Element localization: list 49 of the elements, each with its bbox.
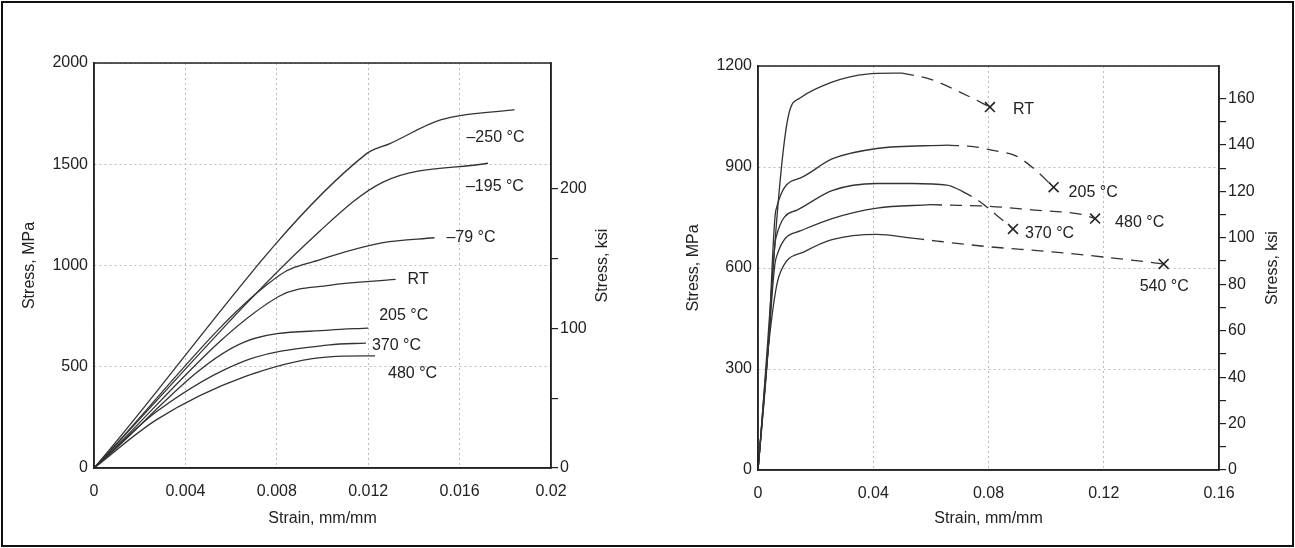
y-axis-title: Stress, MPa xyxy=(20,221,38,310)
series-label: –250 °C xyxy=(466,127,525,145)
y2-tick-label: 60 xyxy=(1228,321,1246,339)
y2-tick-label: 0 xyxy=(1228,460,1237,478)
y2-tick-label: 100 xyxy=(1228,228,1255,246)
y-tick-label: 1000 xyxy=(52,255,89,273)
series-label: RT xyxy=(1012,100,1035,118)
y-tick-label: 1200 xyxy=(716,56,753,74)
y2-axis-title: Stress, ksi xyxy=(1263,231,1281,305)
x-tick-label: 0.12 xyxy=(1088,484,1120,502)
y2-tick-label: 80 xyxy=(1228,274,1246,292)
series-label: 370 °C xyxy=(1024,224,1075,242)
y2-tick-label: 140 xyxy=(1228,135,1255,153)
y2-tick-label: 160 xyxy=(1228,88,1255,106)
series-label: 540 °C xyxy=(1139,277,1189,295)
y-tick-label: 0 xyxy=(743,460,753,478)
series-label: 480 °C xyxy=(1115,212,1165,230)
y-tick-label: 2000 xyxy=(52,53,89,71)
x-tick-label: 0.04 xyxy=(857,484,889,502)
x-tick-label: 0.016 xyxy=(439,482,480,500)
x-tick-label: 0.008 xyxy=(256,482,297,500)
x-tick-label: 0.16 xyxy=(1203,484,1235,502)
y-tick-label: 300 xyxy=(725,359,753,377)
series-label: 205 °C xyxy=(1068,182,1118,200)
y2-axis-title: Stress, ksi xyxy=(593,228,611,303)
series-label: 370 °C xyxy=(371,336,422,354)
x-tick-label: 0.012 xyxy=(348,482,389,500)
y2-tick-label: 100 xyxy=(560,318,587,336)
y-tick-label: 900 xyxy=(725,157,753,175)
x-tick-label: 0.02 xyxy=(535,482,567,500)
y-axis-title: Stress, MPa xyxy=(684,224,702,312)
y-tick-label: 0 xyxy=(79,458,89,476)
x-axis-title: Strain, mm/mm xyxy=(268,508,377,526)
y2-tick-label: 40 xyxy=(1228,367,1246,385)
y-tick-label: 1500 xyxy=(52,154,89,172)
series-label: 205 °C xyxy=(379,306,429,324)
series-label: –79 °C xyxy=(446,228,496,246)
y2-tick-label: 0 xyxy=(560,458,569,476)
y2-tick-label: 120 xyxy=(1228,181,1255,199)
x-tick-label: 0.08 xyxy=(972,484,1005,502)
x-axis-title: Strain, mm/mm xyxy=(934,508,1043,526)
y-tick-label: 600 xyxy=(725,258,753,276)
x-tick-label: 0.004 xyxy=(165,482,206,500)
y-tick-label: 500 xyxy=(61,357,89,375)
y2-tick-label: 20 xyxy=(1228,413,1246,431)
y2-tick-label: 200 xyxy=(560,179,587,197)
series-label: RT xyxy=(407,269,429,287)
series-label: –195 °C xyxy=(465,176,524,194)
series-label: 480 °C xyxy=(388,364,438,382)
